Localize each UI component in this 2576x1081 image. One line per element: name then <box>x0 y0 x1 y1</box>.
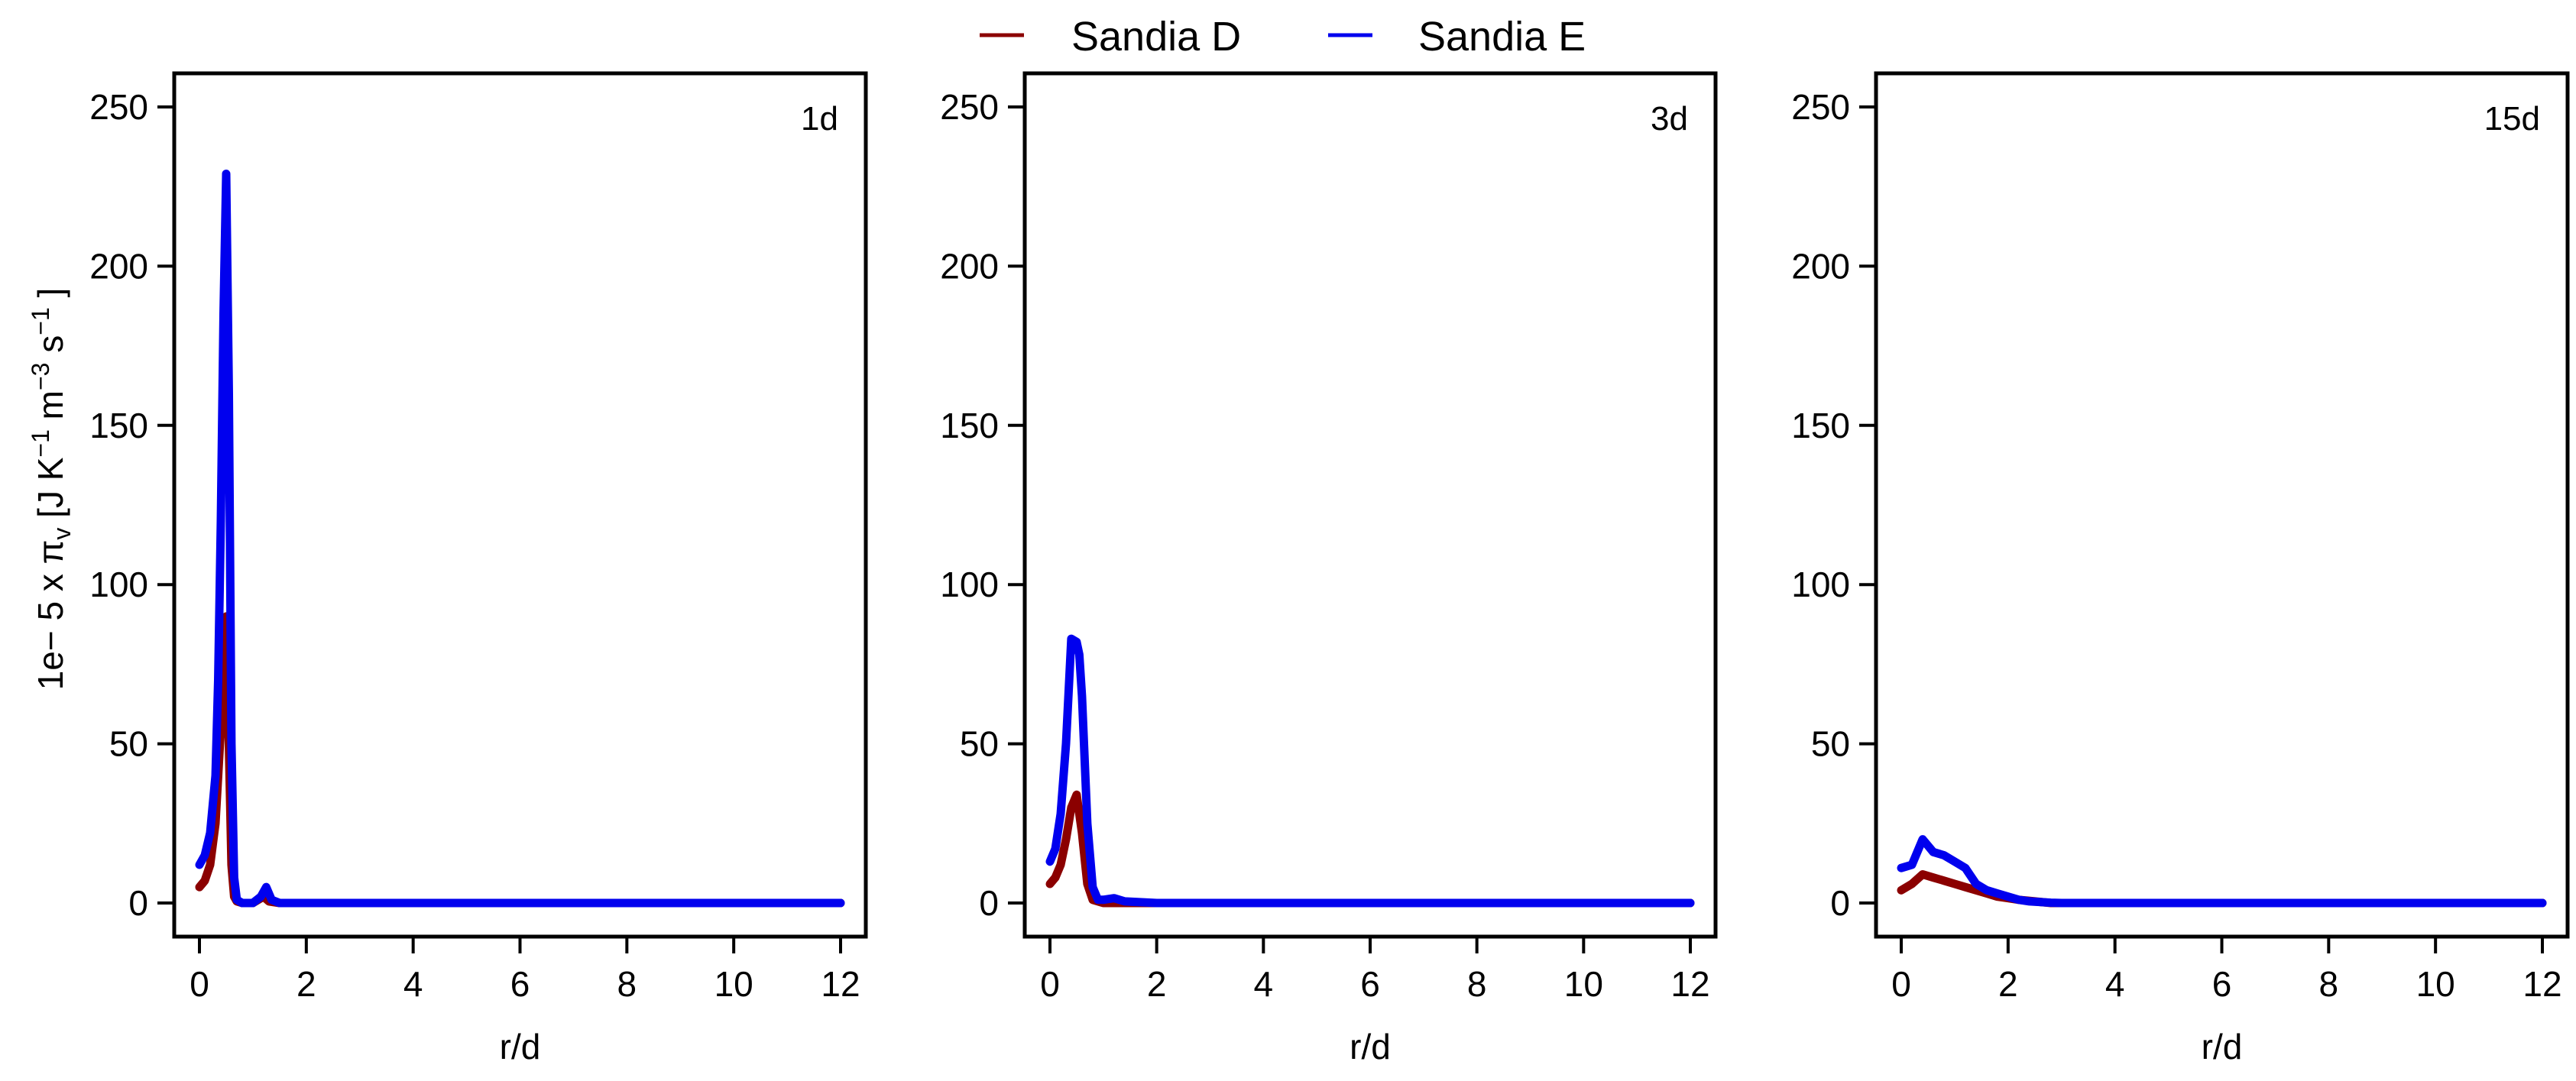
y-axis-title-sup1: −1 <box>27 429 54 457</box>
x-tick-label: 2 <box>1147 964 1167 1004</box>
y-axis-title-m: m <box>31 390 70 429</box>
series-line-sandia-e <box>195 170 845 908</box>
x-tick-label: 10 <box>1564 964 1603 1004</box>
x-axis-label: r/d <box>500 1027 541 1066</box>
y-tick-label: 200 <box>940 246 999 286</box>
x-tick-label: 0 <box>1891 964 1911 1004</box>
x-tick-label: 2 <box>1998 964 2018 1004</box>
x-tick-label: 0 <box>1040 964 1060 1004</box>
y-axis-title-close: ] <box>31 288 70 308</box>
y-tick-label: 200 <box>1791 246 1850 286</box>
x-tick-label: 4 <box>2105 964 2125 1004</box>
series-line-sandia-e <box>1897 835 2547 908</box>
y-tick-label: 200 <box>89 246 148 286</box>
x-tick-label: 12 <box>2523 964 2561 1004</box>
legend-label-sandia-d: Sandia D <box>1071 14 1241 60</box>
panel-3d: 0 2 4 6 8 10 12 0 50 100 150 200 250 r/d 3d <box>940 71 1718 1066</box>
x-tick-label: 4 <box>403 964 423 1004</box>
y-tick-label: 150 <box>940 406 999 445</box>
x-tick-label: 10 <box>2416 964 2455 1004</box>
x-tick-label: 8 <box>1467 964 1487 1004</box>
panel-label: 1d <box>801 100 838 138</box>
y-axis-title: 1e− 5 x πv [J K−1 m−3 s−1 ] <box>27 288 76 691</box>
x-axis-label: r/d <box>2202 1027 2243 1066</box>
x-tick-label: 10 <box>714 964 753 1004</box>
x-tick-label: 6 <box>510 964 530 1004</box>
y-axis-title-sub: v <box>48 528 76 540</box>
y-axis-title-sup2: −3 <box>27 363 54 390</box>
y-tick-label: 250 <box>940 87 999 127</box>
panel-15d: 0 2 4 6 8 10 12 0 50 100 150 200 250 r/d 15d <box>1791 71 2570 1066</box>
y-tick-label: 100 <box>1791 565 1850 604</box>
x-tick-label: 2 <box>296 964 316 1004</box>
y-tick-label: 50 <box>960 724 999 764</box>
y-tick-label: 100 <box>940 565 999 604</box>
y-tick-label: 150 <box>1791 406 1850 445</box>
x-tick-label: 12 <box>821 964 860 1004</box>
panel-label: 3d <box>1651 100 1688 138</box>
x-tick-label: 12 <box>1670 964 1709 1004</box>
y-tick-label: 50 <box>109 724 148 764</box>
x-axis-label: r/d <box>1350 1027 1391 1066</box>
y-tick-label: 50 <box>1811 724 1850 764</box>
y-tick-label: 250 <box>89 87 148 127</box>
x-tick-label: 4 <box>1254 964 1274 1004</box>
y-tick-label: 250 <box>1791 87 1850 127</box>
y-tick-label: 0 <box>979 883 999 923</box>
x-tick-label: 6 <box>2212 964 2232 1004</box>
panel-label: 15d <box>2484 100 2540 138</box>
x-tick-label: 6 <box>1360 964 1380 1004</box>
y-axis-title-sup3: −1 <box>27 307 54 335</box>
y-tick-label: 150 <box>89 406 148 445</box>
y-tick-label: 0 <box>1830 883 1850 923</box>
x-tick-label: 8 <box>617 964 637 1004</box>
series-line-sandia-e <box>1045 634 1695 908</box>
y-tick-label: 0 <box>128 883 148 923</box>
panel-1d: 0 2 4 6 8 10 12 0 50 100 150 200 250 r/d 1d <box>89 71 868 1066</box>
y-tick-label: 100 <box>89 565 148 604</box>
x-tick-label: 8 <box>2319 964 2339 1004</box>
x-tick-label: 0 <box>190 964 209 1004</box>
y-axis-title-units: [J K <box>31 457 70 527</box>
y-axis-title-s: s <box>31 335 70 363</box>
legend: Sandia D Sandia E <box>980 14 1586 60</box>
legend-label-sandia-e: Sandia E <box>1418 14 1586 60</box>
y-axis-title-main: 1e− 5 x π <box>31 540 70 691</box>
